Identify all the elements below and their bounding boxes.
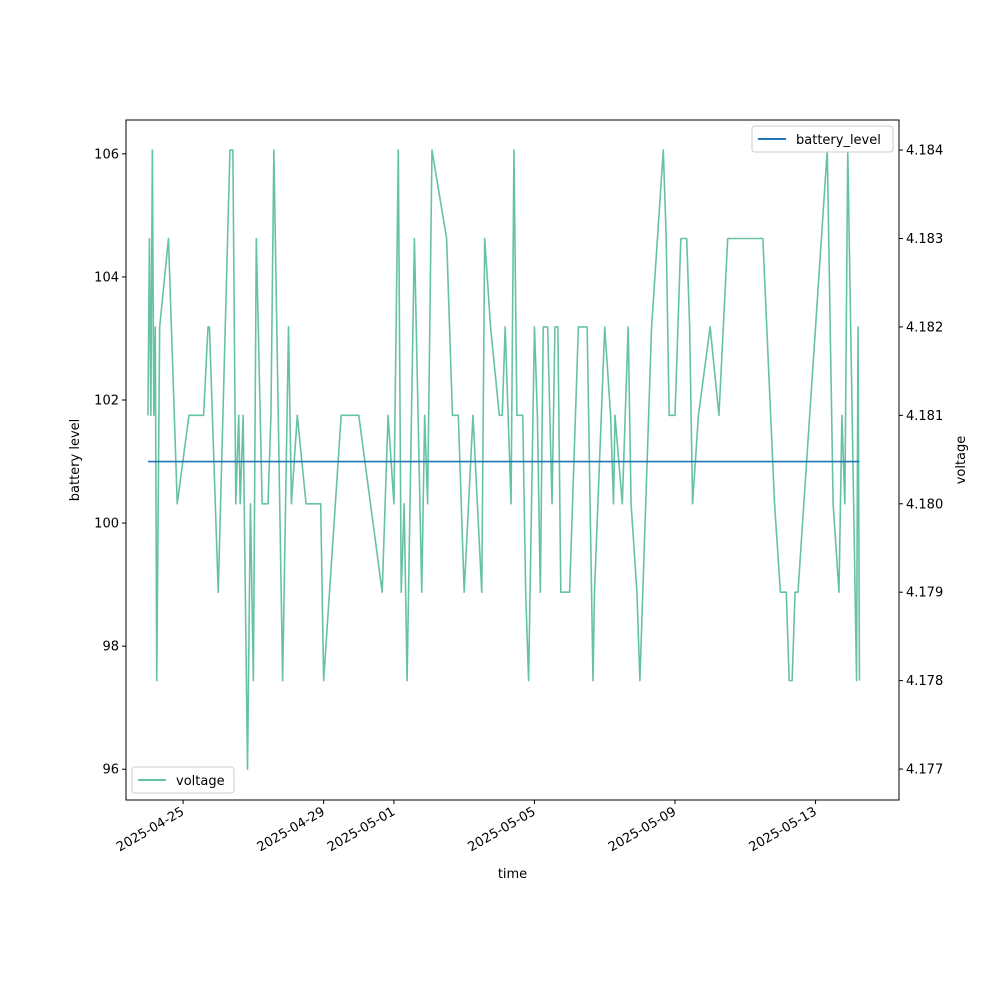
y-left-tick-label: 106 [94,147,119,162]
legend-label: voltage [176,774,225,789]
y-left-tick-label: 104 [94,270,119,285]
y-right-tick-label: 4.179 [906,586,943,601]
axes-frame [125,119,900,801]
y-right-tick-label: 4.177 [906,763,943,778]
legend-voltage: voltage [131,766,235,794]
y-left-tick-label: 96 [102,763,119,778]
y-right-tick-label: 4.181 [906,409,943,424]
legend-battery-level: battery_level [751,125,894,153]
y-right-tick-label: 4.184 [906,144,943,159]
y-right-tick-label: 4.182 [906,320,943,335]
legend-label: battery_level [796,133,881,148]
y-left-tick-label: 100 [94,517,119,532]
y-left-tick-label: 98 [102,640,119,655]
series-line-voltage [147,149,861,770]
legend-box [751,125,894,153]
y-right-tick-label: 4.183 [906,232,943,247]
y-left-axis-label: battery level [68,419,83,502]
plot-area [147,149,861,770]
x-axis-label: time [498,867,527,882]
y-left-tick-label: 102 [94,394,119,409]
y-right-axis-label: voltage [954,436,969,485]
y-right-tick-label: 4.178 [906,674,943,689]
legend-box [131,766,235,794]
y-right-tick-label: 4.180 [906,497,943,512]
